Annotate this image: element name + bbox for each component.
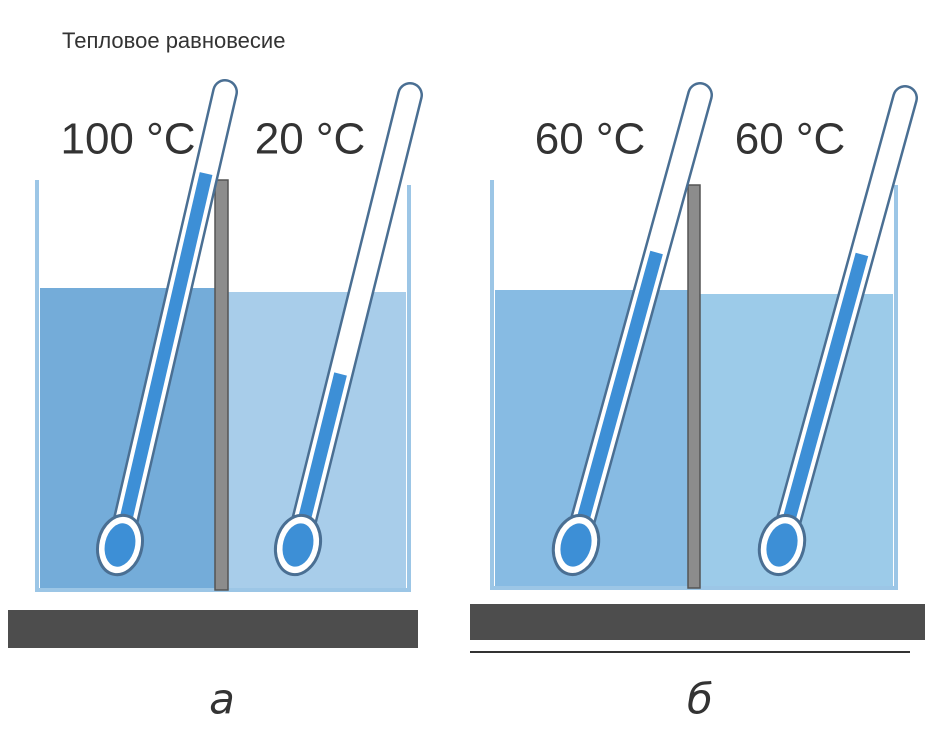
divider <box>687 184 701 589</box>
temp-right: 20 °C <box>255 115 366 164</box>
stand <box>470 604 925 640</box>
temp-left: 60 °C <box>535 115 646 164</box>
stand <box>8 610 418 648</box>
thermometer-bulb-liquid <box>766 523 798 567</box>
panel-label: б <box>687 675 713 724</box>
thermometer-bulb-liquid <box>282 523 314 567</box>
divider <box>214 179 229 591</box>
thermometer-liquid <box>569 250 663 547</box>
thermometer-bulb-liquid <box>104 523 136 567</box>
thermometer-liquid <box>775 252 869 547</box>
panel-label: а <box>209 675 235 724</box>
panel-a: 100 °C 20 °C а <box>8 115 418 724</box>
thermometer-liquid <box>113 172 213 547</box>
title: Тепловое равновесие <box>62 28 285 53</box>
temp-left: 100 °C <box>60 115 195 164</box>
thermometer-bulb-liquid <box>560 523 592 567</box>
temp-right: 60 °C <box>735 115 846 164</box>
